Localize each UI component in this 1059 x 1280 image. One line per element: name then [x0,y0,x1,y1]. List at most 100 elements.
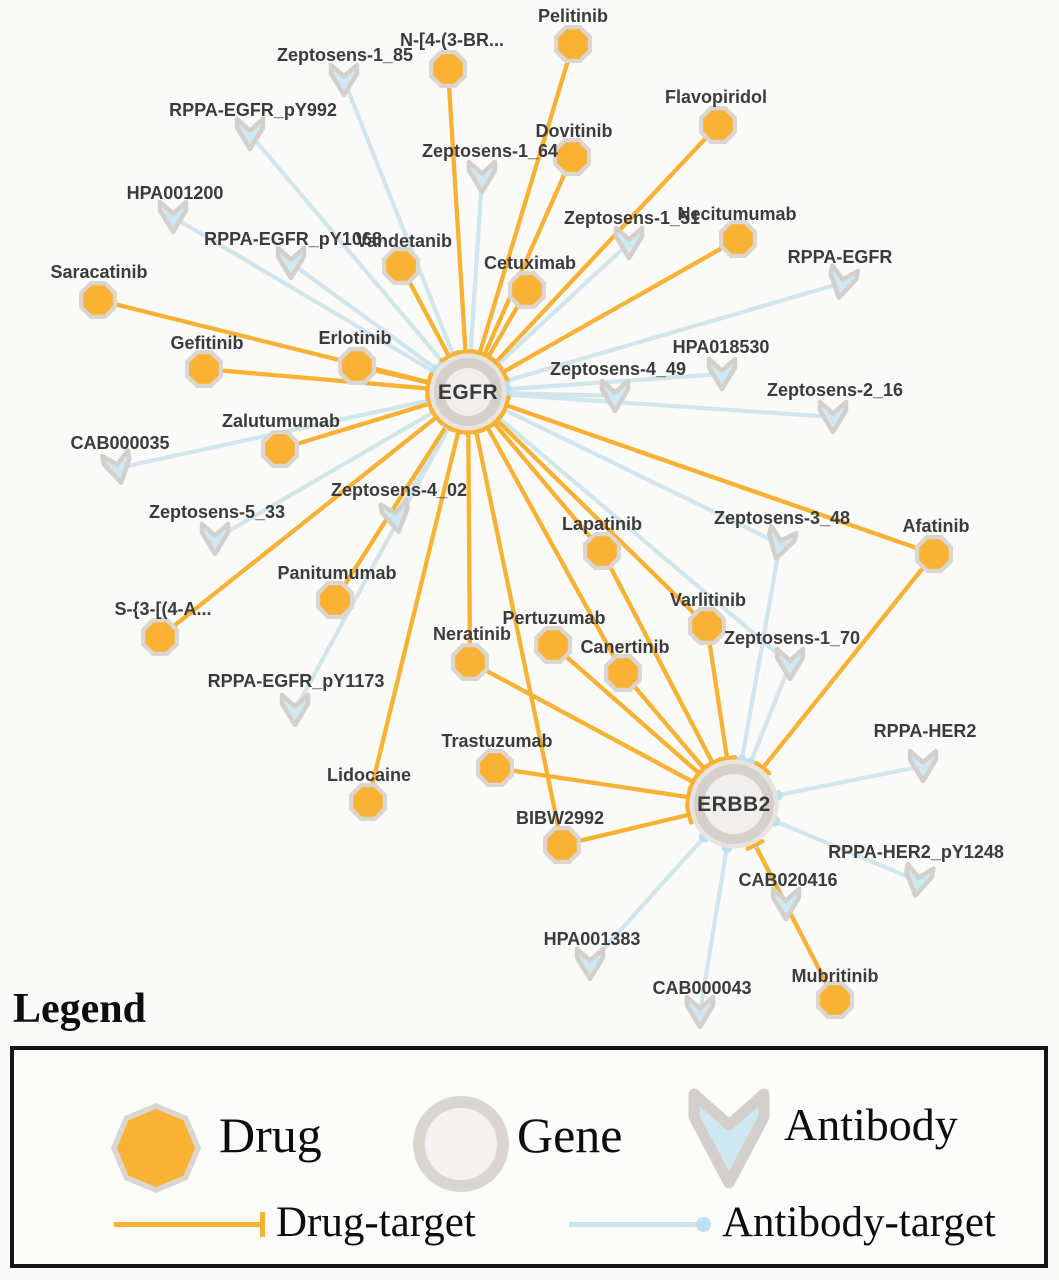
antibody-node [828,263,861,300]
node-label: RPPA-EGFR_pY992 [169,100,337,120]
node-label: Necitumumab [677,204,796,224]
drug-body [820,985,850,1015]
node-label: Vandetanib [356,231,452,251]
legend-antibody-target-label: Antibody-target [722,1199,996,1246]
drug-edge-tee [429,408,444,426]
node-label: Dovitinib [536,121,613,141]
antibody-target-edge [171,215,470,394]
drug-node [316,581,354,619]
drug-body [145,622,175,652]
drug-node [915,535,953,573]
drug-body [265,434,295,464]
drug-body [538,630,568,660]
drug-edge-tee [687,772,700,792]
node-label: Zeptosens-2_16 [767,380,903,400]
antibody-node [706,356,738,392]
drug-node [185,350,223,388]
drug-edge-tee [685,804,694,825]
drug-body [547,830,577,860]
antibody-node [613,225,645,261]
antibody-shape-icon [688,1088,770,1189]
gene-body [704,774,764,834]
antibody-node [817,399,849,435]
node-label: Zeptosens-3_48 [714,508,850,528]
drug-shape-icon [111,1103,201,1193]
node-layer: EGFR ERBB2 [79,25,953,1030]
drug-node [688,607,726,645]
node-label: Zeptosens-1_70 [724,628,860,648]
node-label: S-{3-[(4-A... [114,599,211,619]
node-label: Gefitinib [171,333,244,353]
drug-body [386,251,416,281]
node-label: HPA001383 [544,929,641,949]
node-label: Zeptosens-1_64 [422,141,558,161]
drug-node [141,618,179,656]
node-label: Saracatinib [50,262,147,282]
antibody-node [279,692,311,728]
antibody-target-edge [467,390,781,546]
node-label: Zeptosens-4_02 [331,480,467,500]
drug-node [699,106,737,144]
drug-body [692,611,722,641]
drug-body [703,110,733,140]
antibody-target-edge [213,390,470,541]
drug-body [342,351,372,381]
legend-antibody-label: Antibody [784,1099,958,1150]
drug-target-edge [466,237,740,394]
drug-node [429,50,467,88]
antibody-node [199,521,231,557]
drug-node [553,138,591,176]
node-label: Trastuzumab [441,731,552,751]
drug-target-edge [445,68,471,393]
drug-target-edge [466,390,709,628]
drug-edge-tee [466,427,487,436]
drug-body [723,224,753,254]
antibody-target-dot [696,1217,711,1232]
antibody-node [766,523,799,561]
node-label: Flavopiridol [665,87,767,107]
antibody-node [157,199,189,235]
legend-title: Legend [13,986,147,1032]
antibody-target-edge [466,390,792,666]
antibody-node [99,448,132,485]
antibody-target-edge [293,390,470,712]
node-label: Cetuximab [484,253,576,273]
gene-node-ERBB2: ERBB2 [689,759,779,849]
antibody-target-edge [467,280,843,395]
drug-node [382,247,420,285]
gene-shape-icon [413,1096,509,1192]
legend-drug-target-label: Drug-target [276,1199,476,1246]
drug-edge-tee [424,372,434,393]
label-layer: Pelitinib N-[4-(3-BR... Flavopiridol Doviti… [50,6,1003,998]
antibody-node [466,159,498,195]
drug-node [554,25,592,63]
gene-body [444,368,492,416]
drug-body [480,753,510,783]
node-label: Erlotinib [319,328,392,348]
antibody-node [328,62,360,98]
node-label: BIBW2992 [516,808,604,828]
antibody-target-edge [467,389,834,420]
drug-target-line [114,1222,262,1227]
drug-target-edge [467,389,935,557]
drug-body [558,29,588,59]
drug-node [816,981,854,1019]
node-label: Panitumumab [277,563,396,583]
node-label: Lidocaine [327,765,411,785]
node-label: RPPA-HER2_pY1248 [828,842,1004,862]
node-label: RPPA-EGFR [788,247,893,267]
drug-node [338,347,376,385]
drug-target-edge [732,552,936,806]
drug-body [455,647,485,677]
drug-node [79,281,117,319]
drug-node [719,220,757,258]
node-label: Zeptosens-1_51 [564,208,700,228]
drug-body [919,539,949,569]
drug-node [604,654,642,692]
node-label: Pertuzumab [502,608,605,628]
antibody-node [774,646,806,682]
drug-body [189,354,219,384]
drug-edge-tee [448,426,469,436]
node-label: Afatinib [903,516,970,536]
